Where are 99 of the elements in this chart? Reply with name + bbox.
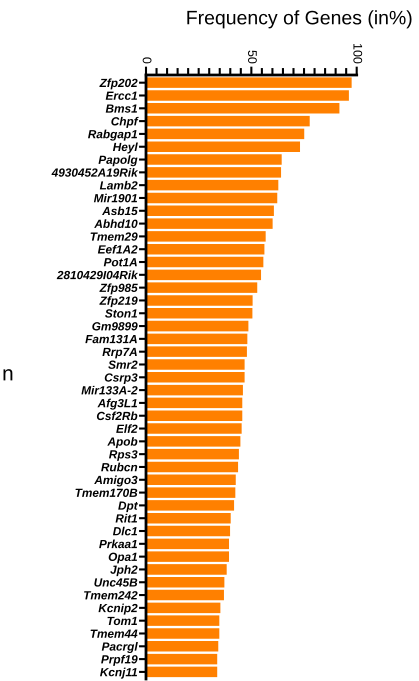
- y-tick-label: Rabgap1: [88, 130, 138, 141]
- y-tick-label: Ston1: [105, 309, 138, 318]
- bar: [146, 564, 227, 575]
- y-tick-label: Apob: [107, 437, 138, 448]
- y-tick-label: Zfp985: [99, 283, 138, 294]
- x-tick-label: 0: [142, 57, 152, 64]
- y-tick-label: Rubcn: [101, 462, 138, 472]
- y-tick-label: Csf2Rb: [96, 411, 138, 420]
- y-tick-label: Zfp202: [99, 78, 138, 90]
- bar: [146, 398, 242, 408]
- y-tick-label: Gm9899: [92, 322, 138, 330]
- bar: [146, 192, 278, 204]
- bar: [146, 615, 220, 626]
- bar: [146, 576, 224, 588]
- bar: [146, 206, 274, 216]
- y-tick-label: Tmem170B: [76, 488, 138, 497]
- bar: [146, 244, 264, 254]
- y-tick-label: Mir133A-2: [81, 386, 138, 394]
- y-tick-label: Jph2: [110, 565, 138, 576]
- y-tick-label: Ercc1: [106, 92, 138, 100]
- y-tick-label: Eef1A2: [98, 244, 138, 254]
- bar: [146, 423, 242, 434]
- y-tick-label: Afg3L1: [97, 398, 138, 410]
- bar: [146, 474, 236, 486]
- bar: [146, 359, 245, 370]
- y-tick-label: Csrp3: [104, 373, 138, 384]
- bar: [146, 180, 278, 190]
- y-tick-label: Fam131A: [85, 334, 137, 344]
- x-tick-label: 100: [353, 44, 362, 64]
- y-tick-label: Rrp7A: [102, 348, 137, 358]
- y-tick-label: Prpf19: [101, 654, 138, 666]
- y-tick-label: Papolg: [98, 155, 138, 166]
- y-tick-label: Tom1: [107, 616, 138, 626]
- bar: [146, 154, 282, 165]
- bar: [146, 526, 230, 536]
- y-tick-label: Zfp219: [99, 296, 138, 308]
- y-tick-label: Kcnip2: [98, 604, 138, 615]
- bar: [146, 346, 247, 357]
- y-tick-label: Mir1901: [94, 194, 138, 202]
- bar: [146, 167, 282, 178]
- y-tick-label: Pacrgl: [102, 642, 138, 654]
- y-tick-label: Bms1: [106, 104, 138, 113]
- y-tick-label: 2810429I04Rik: [56, 270, 138, 280]
- y-tick-label: Pot1A: [104, 258, 137, 266]
- bar: [146, 334, 248, 344]
- chart-title: Frequency of Genes (in%): [187, 10, 412, 28]
- bar: [146, 551, 230, 562]
- bar: [146, 308, 252, 319]
- y-tick-label: Lamb2: [100, 180, 138, 190]
- bar: [146, 436, 240, 447]
- bar: [146, 487, 236, 498]
- text: n: [3, 369, 12, 380]
- bar: [146, 295, 253, 306]
- bar: [146, 641, 218, 652]
- bar: [146, 410, 242, 421]
- bar: [146, 141, 300, 152]
- y-tick-label: Opa1: [108, 552, 138, 564]
- y-tick-label: Unc45B: [94, 578, 138, 587]
- bar: [146, 666, 218, 678]
- bar: [146, 103, 340, 114]
- bar: [146, 77, 352, 88]
- bar: [146, 512, 231, 524]
- y-tick-label: Elf2: [116, 424, 138, 433]
- bar: [146, 448, 239, 460]
- bar: [146, 538, 230, 550]
- y-tick-label: Prkaa1: [99, 540, 138, 548]
- bar: [146, 128, 304, 140]
- y-tick-label: Rit1: [116, 514, 138, 523]
- bar: [146, 590, 224, 600]
- bar: [146, 628, 220, 639]
- bar: [146, 116, 310, 126]
- y-tick-label: Heyl: [112, 142, 138, 154]
- y-tick-label: Dpt: [118, 502, 138, 512]
- y-tick-label: Chpf: [111, 116, 139, 128]
- y-tick-label: Smr2: [108, 360, 138, 369]
- bar: [146, 654, 218, 664]
- bar: [146, 384, 243, 396]
- y-tick-label: Tmem44: [90, 630, 138, 638]
- y-tick-label: Rps3: [109, 450, 138, 461]
- bar: [146, 218, 273, 229]
- bar: [146, 90, 349, 101]
- bar: [146, 320, 248, 332]
- bar: [146, 282, 258, 293]
- bar: [146, 602, 220, 614]
- y-tick-label: Dlc1: [112, 526, 138, 536]
- y-tick-label: Asb15: [102, 206, 138, 216]
- bar: [146, 270, 262, 280]
- y-tick-label: Amigo3: [94, 475, 138, 486]
- y-tick-label: Tmem242: [84, 591, 138, 600]
- y-tick-label: Tmem29: [90, 232, 138, 241]
- x-tick-label: 50: [248, 50, 257, 64]
- bar: [146, 372, 245, 383]
- bar: [146, 231, 266, 242]
- y-tick-label: Abhd10: [94, 219, 138, 228]
- y-tick-label: Kcnj11: [100, 668, 138, 679]
- bar: [146, 462, 238, 472]
- bar: [146, 500, 234, 511]
- y-tick-label: 4930452A19Rik: [51, 168, 138, 177]
- bar: [146, 256, 264, 268]
